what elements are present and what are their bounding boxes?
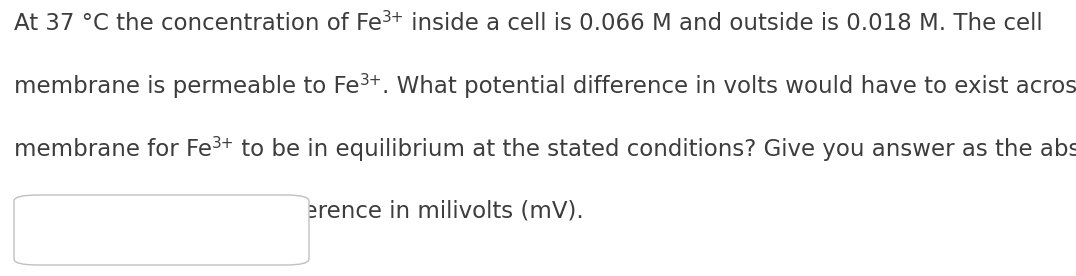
Text: 3+: 3+ — [382, 10, 405, 25]
Text: 3+: 3+ — [359, 73, 382, 88]
Text: . What potential difference in volts would have to exist across the: . What potential difference in volts wou… — [382, 75, 1076, 98]
Text: membrane is permeable to Fe: membrane is permeable to Fe — [14, 75, 359, 98]
Text: 3+: 3+ — [212, 136, 235, 151]
Text: inside a cell is 0.066 M and outside is 0.018 M. The cell: inside a cell is 0.066 M and outside is … — [405, 12, 1043, 35]
Text: value of the potential difference in milivolts (mV).: value of the potential difference in mil… — [14, 200, 584, 223]
Text: to be in equilibrium at the stated conditions? Give you answer as the absolute: to be in equilibrium at the stated condi… — [235, 138, 1076, 161]
Text: membrane for Fe: membrane for Fe — [14, 138, 212, 161]
Text: At 37 °C the concentration of Fe: At 37 °C the concentration of Fe — [14, 12, 382, 35]
